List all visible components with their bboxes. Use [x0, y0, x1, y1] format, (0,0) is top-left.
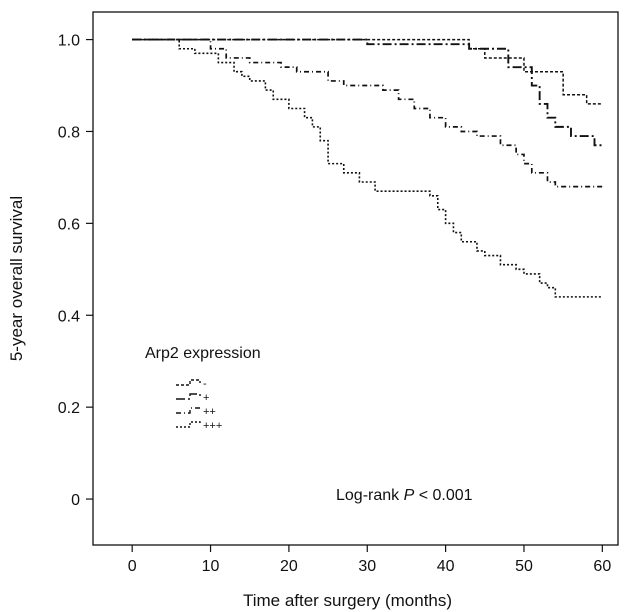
y-tick-label: 0.4	[58, 308, 80, 325]
y-tick-label: 0.8	[58, 124, 80, 141]
plot-frame	[92, 11, 619, 546]
survival-curve-4	[132, 38, 603, 298]
legend-swatch-3	[176, 407, 201, 414]
x-tick-label: 20	[280, 558, 298, 575]
x-tick-label: 30	[358, 558, 376, 575]
x-tick-label: 10	[202, 558, 220, 575]
x-axis-title: Time after surgery (months)	[243, 591, 452, 610]
x-tick-label: 50	[515, 558, 533, 575]
x-tick-label: 60	[593, 558, 611, 575]
legend-title: Arp2 expression	[145, 345, 261, 362]
y-tick-label: 1.0	[58, 33, 80, 50]
logrank-annotation: Log-rank P < 0.001	[336, 487, 473, 504]
legend-label-2: +	[203, 392, 209, 404]
legend-label-1: -	[203, 378, 207, 390]
y-tick-label: 0.6	[58, 216, 80, 233]
legend-label-4: +++	[203, 420, 222, 432]
legend-label-3: ++	[203, 406, 216, 418]
y-tick-label: 0.2	[58, 400, 80, 417]
legend-swatch-1	[176, 379, 201, 386]
y-axis-title: 5-year overall survival	[7, 196, 26, 361]
legend-swatch-4	[176, 421, 201, 428]
x-tick-label: 40	[437, 558, 455, 575]
survival-curve-1	[132, 38, 603, 105]
legend-swatch-2	[176, 393, 201, 400]
survival-curve-2	[132, 38, 603, 147]
x-tick-label: 0	[128, 558, 137, 575]
survival-curve-3	[132, 38, 603, 188]
y-tick-label: 0	[71, 492, 80, 509]
